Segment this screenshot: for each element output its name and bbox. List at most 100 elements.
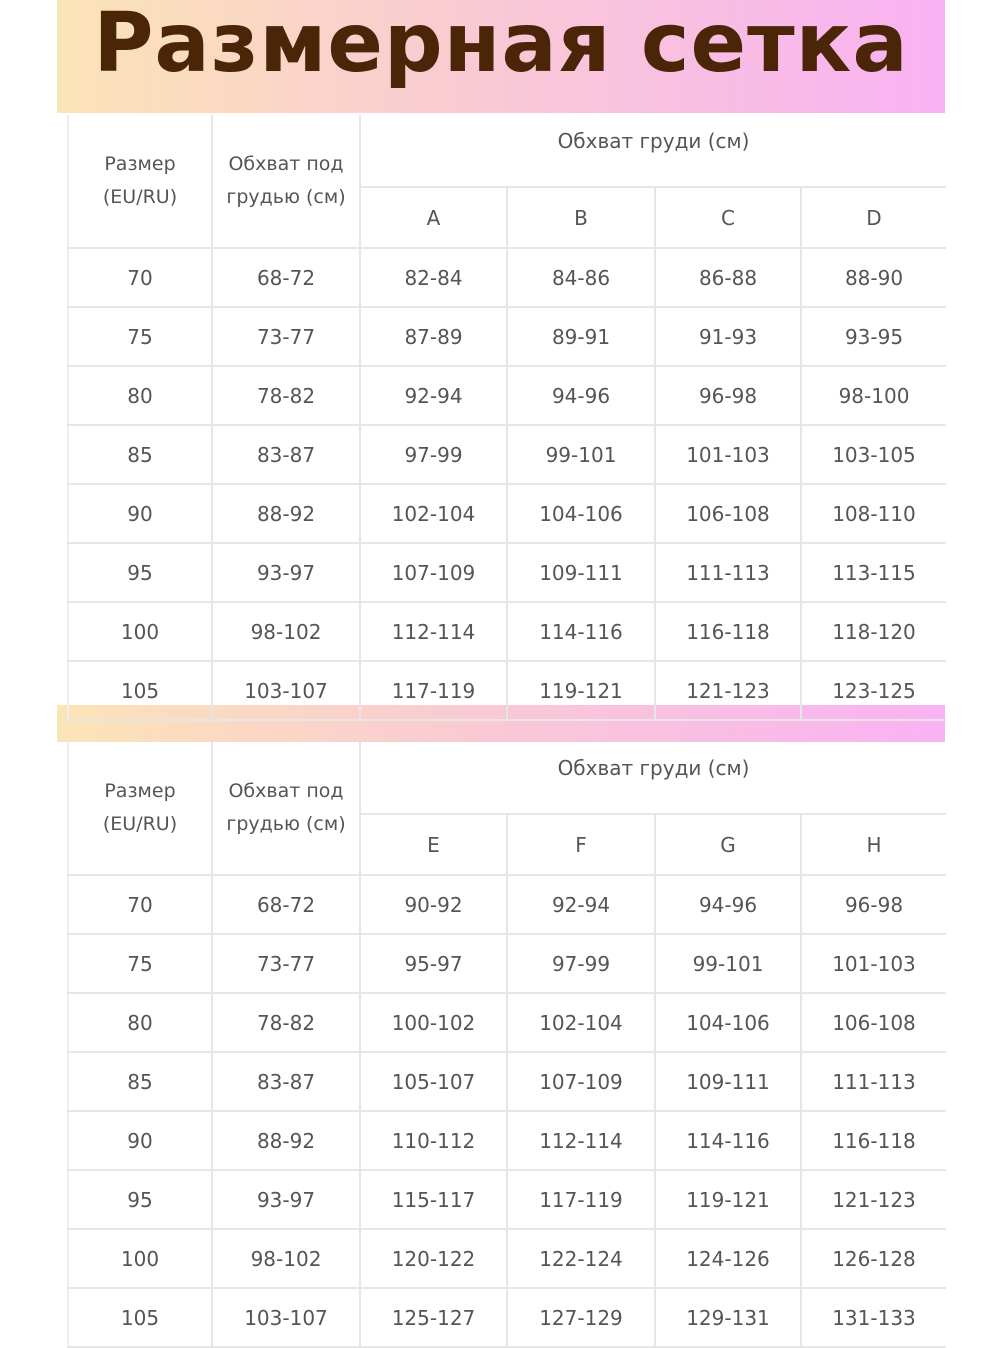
underbust-cell: 88-92 [211,483,361,544]
underbust-cell: 83-87 [211,1051,361,1112]
underbust-cell: 103-107 [211,1287,361,1348]
size-cell: 100 [67,601,213,662]
cup-header: C [654,186,802,249]
bust-header: Обхват груди (см) [359,115,946,188]
bust-cell: 104-106 [654,992,802,1053]
bust-cell: 103-105 [800,424,946,485]
bust-cell: 101-103 [654,424,802,485]
cup-header: E [359,813,508,876]
table-row: 100 98-102 112-114 114-116 116-118 118-120 [67,601,946,662]
table-row: 90 88-92 110-112 112-114 114-116 116-118 [67,1110,946,1171]
underbust-cell: 78-82 [211,992,361,1053]
size-header: Размер (EU/RU) [67,115,213,249]
cup-header: A [359,186,508,249]
bust-cell: 107-109 [359,542,508,603]
bust-cell: 123-125 [800,660,946,721]
bust-cell: 98-100 [800,365,946,426]
bust-cell: 131-133 [800,1287,946,1348]
bust-cell: 119-121 [506,660,656,721]
cup-header: H [800,813,946,876]
bust-cell: 108-110 [800,483,946,544]
header-row: Размер (EU/RU) Обхват под грудью (см) Обхв… [67,115,946,249]
bust-cell: 106-108 [654,483,802,544]
bust-cell: 95-97 [359,933,508,994]
underbust-cell: 103-107 [211,660,361,721]
bust-cell: 115-117 [359,1169,508,1230]
bust-cell: 118-120 [800,601,946,662]
size-cell: 70 [67,247,213,308]
bust-cell: 94-96 [506,365,656,426]
size-header: Размер (EU/RU) [67,742,213,876]
table-row: 105 103-107 125-127 127-129 129-131 131-133 [67,1287,946,1348]
table-row: 90 88-92 102-104 104-106 106-108 108-110 [67,483,946,544]
table-row: 80 78-82 92-94 94-96 96-98 98-100 [67,365,946,426]
underbust-cell: 78-82 [211,365,361,426]
bust-cell: 119-121 [654,1169,802,1230]
size-cell: 85 [67,424,213,485]
underbust-cell: 93-97 [211,542,361,603]
underbust-cell: 98-102 [211,601,361,662]
size-cell: 75 [67,933,213,994]
bust-cell: 109-111 [506,542,656,603]
bust-cell: 84-86 [506,247,656,308]
bust-cell: 93-95 [800,306,946,367]
bust-cell: 111-113 [654,542,802,603]
size-cell: 105 [67,1287,213,1348]
underbust-cell: 98-102 [211,1228,361,1289]
bust-cell: 97-99 [506,933,656,994]
underbust-cell: 88-92 [211,1110,361,1171]
underbust-cell: 68-72 [211,247,361,308]
size-cell: 95 [67,1169,213,1230]
size-cell: 85 [67,1051,213,1112]
bust-cell: 91-93 [654,306,802,367]
bust-cell: 116-118 [800,1110,946,1171]
bust-cell: 116-118 [654,601,802,662]
title-banner: Размерная сетка [57,0,945,113]
bust-cell: 92-94 [359,365,508,426]
bust-cell: 113-115 [800,542,946,603]
cup-header: D [800,186,946,249]
bust-cell: 102-104 [506,992,656,1053]
size-cell: 75 [67,306,213,367]
size-table-cups-e-h: Размер (EU/RU) Обхват под грудью (см) Обхв… [67,742,946,1348]
bust-cell: 107-109 [506,1051,656,1112]
bust-cell: 104-106 [506,483,656,544]
header-row: Размер (EU/RU) Обхват под грудью (см) Обхв… [67,742,946,876]
underbust-cell: 68-72 [211,874,361,935]
bust-cell: 112-114 [506,1110,656,1171]
cup-header: G [654,813,802,876]
bust-cell: 90-92 [359,874,508,935]
size-cell: 95 [67,542,213,603]
bust-cell: 102-104 [359,483,508,544]
underbust-cell: 73-77 [211,933,361,994]
bust-cell: 117-119 [359,660,508,721]
table-row: 85 83-87 105-107 107-109 109-111 111-113 [67,1051,946,1112]
table-row: 95 93-97 107-109 109-111 111-113 113-115 [67,542,946,603]
bust-cell: 114-116 [506,601,656,662]
size-cell: 70 [67,874,213,935]
bust-cell: 110-112 [359,1110,508,1171]
bust-cell: 100-102 [359,992,508,1053]
underbust-cell: 73-77 [211,306,361,367]
table-row: 75 73-77 87-89 89-91 91-93 93-95 [67,306,946,367]
table-row: 80 78-82 100-102 102-104 104-106 106-108 [67,992,946,1053]
bust-cell: 112-114 [359,601,508,662]
bust-cell: 109-111 [654,1051,802,1112]
bust-cell: 127-129 [506,1287,656,1348]
bust-cell: 89-91 [506,306,656,367]
underbust-header: Обхват под грудью (см) [211,115,361,249]
table-row: 100 98-102 120-122 122-124 124-126 126-128 [67,1228,946,1289]
size-cell: 90 [67,1110,213,1171]
bust-cell: 121-123 [654,660,802,721]
underbust-header: Обхват под грудью (см) [211,742,361,876]
bust-cell: 87-89 [359,306,508,367]
cup-header: B [506,186,656,249]
bust-cell: 126-128 [800,1228,946,1289]
table-row: 85 83-87 97-99 99-101 101-103 103-105 [67,424,946,485]
table-row: 70 68-72 82-84 84-86 86-88 88-90 [67,247,946,308]
size-cell: 100 [67,1228,213,1289]
bust-cell: 99-101 [506,424,656,485]
size-cell: 90 [67,483,213,544]
